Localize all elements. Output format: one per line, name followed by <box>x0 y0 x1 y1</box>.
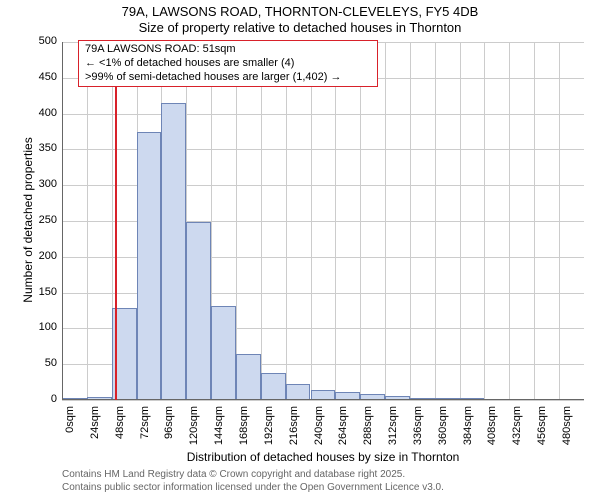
x-tick-label: 240sqm <box>313 406 325 456</box>
y-tick-label: 250 <box>27 214 57 226</box>
x-tick-label: 72sqm <box>139 406 151 456</box>
y-tick-label: 450 <box>27 71 57 83</box>
annotation-line-3: >99% of semi-detached houses are larger … <box>85 71 371 85</box>
chart-container: 79A, LAWSONS ROAD, THORNTON-CLEVELEYS, F… <box>0 0 600 500</box>
histogram-bar <box>286 384 311 400</box>
histogram-bar <box>211 306 236 401</box>
grid-line-v <box>385 42 386 400</box>
page-title: 79A, LAWSONS ROAD, THORNTON-CLEVELEYS, F… <box>0 0 600 20</box>
y-tick-label: 500 <box>27 35 57 47</box>
x-tick-label: 144sqm <box>213 406 225 456</box>
x-tick-label: 456sqm <box>536 406 548 456</box>
y-tick-label: 350 <box>27 142 57 154</box>
x-tick-label: 384sqm <box>462 406 474 456</box>
y-tick-label: 50 <box>27 357 57 369</box>
x-tick-label: 216sqm <box>288 406 300 456</box>
annotation-line-1: 79A LAWSONS ROAD: 51sqm <box>85 43 371 57</box>
x-tick-label: 168sqm <box>238 406 250 456</box>
y-tick-label: 100 <box>27 321 57 333</box>
y-tick-label: 0 <box>27 393 57 405</box>
x-tick-label: 96sqm <box>163 406 175 456</box>
histogram-bar <box>161 103 186 400</box>
x-tick-label: 288sqm <box>362 406 374 456</box>
axis-line <box>62 399 584 400</box>
grid-line-v <box>311 42 312 400</box>
x-tick-label: 192sqm <box>263 406 275 456</box>
grid-line-v <box>559 42 560 400</box>
x-tick-label: 432sqm <box>511 406 523 456</box>
annotation-callout: 79A LAWSONS ROAD: 51sqm ← <1% of detache… <box>78 40 378 87</box>
histogram-bar <box>261 373 286 400</box>
plot-area <box>62 42 584 400</box>
x-tick-label: 360sqm <box>437 406 449 456</box>
grid-line-v <box>484 42 485 400</box>
x-tick-label: 336sqm <box>412 406 424 456</box>
x-tick-label: 408sqm <box>486 406 498 456</box>
grid-line-v <box>261 42 262 400</box>
footer-line-2: Contains public sector information licen… <box>62 481 444 494</box>
x-tick-label: 312sqm <box>387 406 399 456</box>
property-marker-line <box>115 42 117 400</box>
histogram-bar <box>137 132 162 401</box>
footer-line-1: Contains HM Land Registry data © Crown c… <box>62 468 444 481</box>
grid-line-v <box>509 42 510 400</box>
grid-line-v <box>87 42 88 400</box>
y-tick-label: 150 <box>27 286 57 298</box>
grid-line-v <box>236 42 237 400</box>
grid-line-v <box>360 42 361 400</box>
grid-line-h <box>62 400 584 401</box>
axis-line <box>62 42 63 400</box>
page-subtitle: Size of property relative to detached ho… <box>0 20 600 36</box>
grid-line-v <box>534 42 535 400</box>
grid-line-v <box>286 42 287 400</box>
grid-line-v <box>435 42 436 400</box>
y-tick-label: 400 <box>27 107 57 119</box>
grid-line-v <box>410 42 411 400</box>
x-tick-label: 264sqm <box>337 406 349 456</box>
histogram-bar <box>236 354 261 400</box>
y-tick-label: 200 <box>27 250 57 262</box>
x-tick-label: 48sqm <box>114 406 126 456</box>
x-tick-label: 24sqm <box>89 406 101 456</box>
y-tick-label: 300 <box>27 178 57 190</box>
grid-line-v <box>335 42 336 400</box>
grid-line-v <box>460 42 461 400</box>
x-tick-label: 480sqm <box>561 406 573 456</box>
x-tick-label: 0sqm <box>64 406 76 456</box>
histogram-bar <box>186 222 211 400</box>
x-tick-label: 120sqm <box>188 406 200 456</box>
footer-attribution: Contains HM Land Registry data © Crown c… <box>62 468 444 494</box>
annotation-line-2: ← <1% of detached houses are smaller (4) <box>85 57 371 71</box>
grid-line-h <box>62 114 584 115</box>
